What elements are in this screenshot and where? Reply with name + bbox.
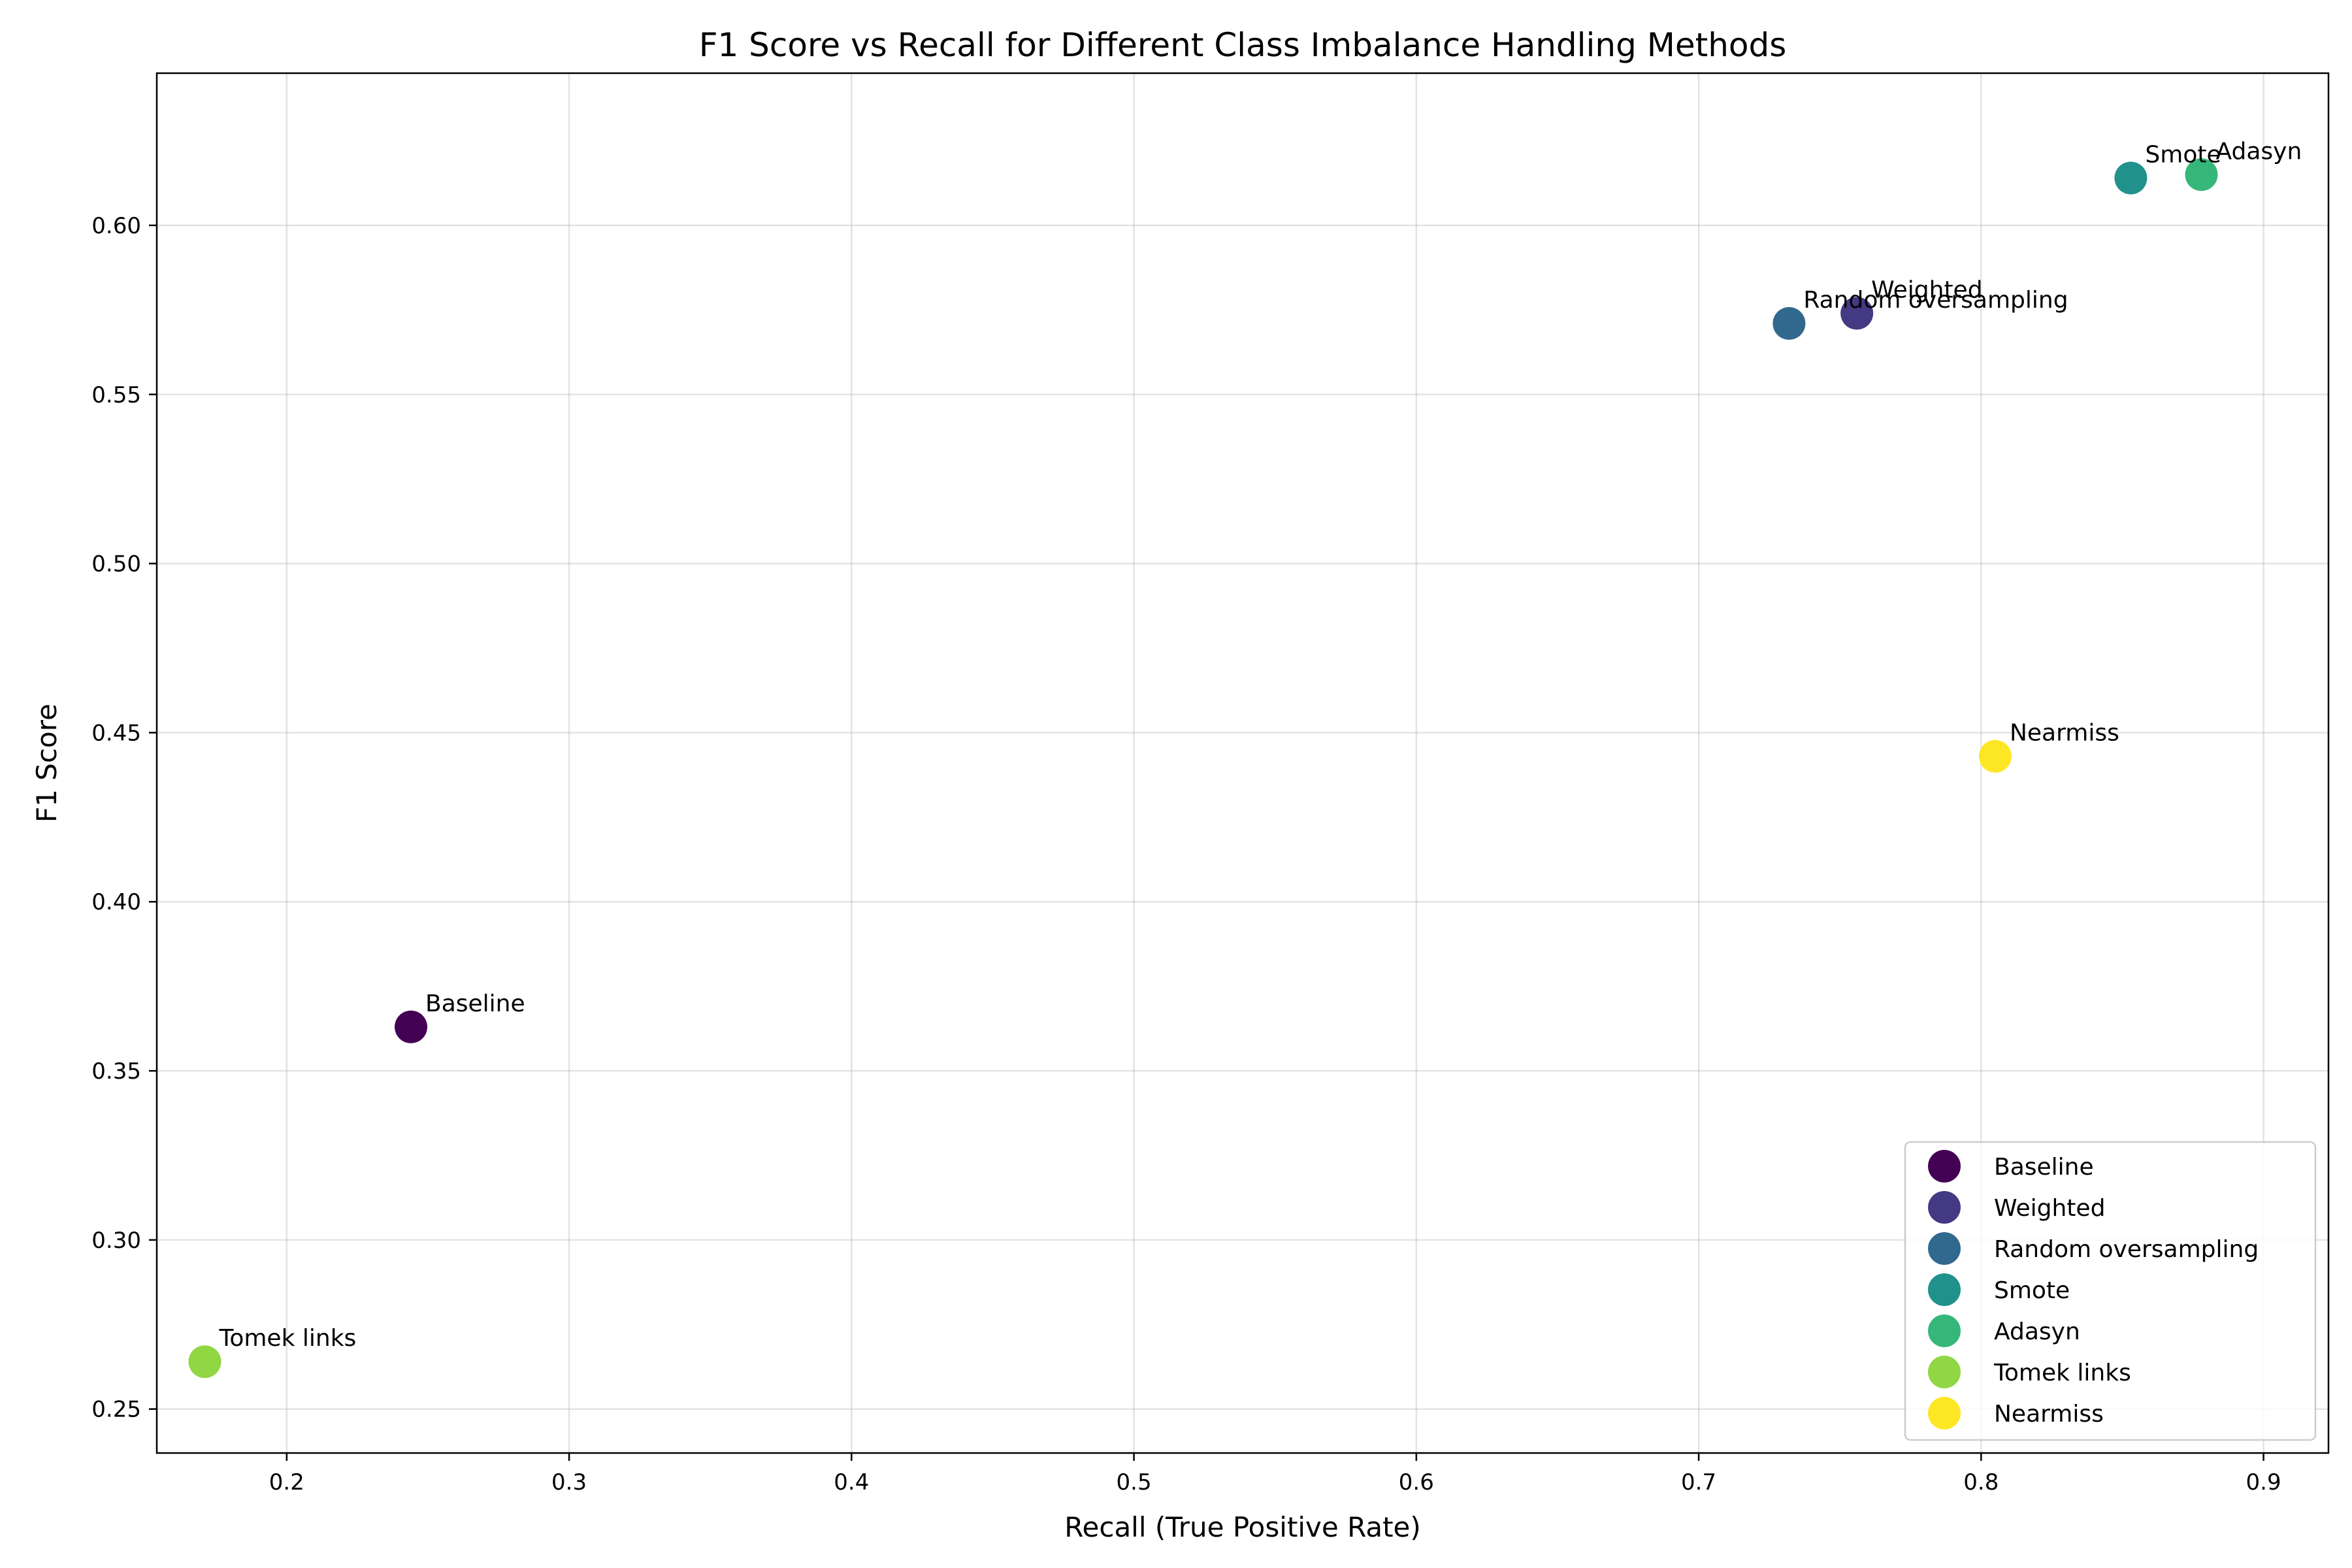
legend-marker: [1928, 1356, 1961, 1388]
y-tick-label: 0.30: [91, 1228, 141, 1254]
plot-area-frame: [155, 72, 2330, 1454]
legend-label: Smote: [1994, 1277, 2070, 1304]
data-point: [2185, 158, 2218, 191]
y-tick-label: 0.25: [91, 1397, 141, 1423]
y-tick-label: 0.50: [91, 551, 141, 578]
legend-label: Nearmiss: [1994, 1401, 2104, 1428]
legend: Baseline Weighted Random oversampling Smote…: [1904, 1141, 2317, 1441]
x-tick-label: 0.2: [269, 1469, 304, 1495]
y-tick-label: 0.40: [91, 889, 141, 915]
point-label: Weighted: [1871, 277, 1982, 304]
legend-marker: [1928, 1273, 1961, 1306]
data-point: [395, 1010, 428, 1043]
x-tick-label: 0.7: [1681, 1469, 1716, 1495]
point-label: Baseline: [425, 990, 525, 1017]
axis-ticks: 0.2 0.3 0.4 0.5 0.6 0.7 0.8 0.9 0.25 0.30 0.35 0.40…: [91, 213, 2281, 1495]
x-tick-label: 0.3: [551, 1469, 587, 1495]
legend-marker: [1928, 1315, 1961, 1347]
x-tick-label: 0.5: [1117, 1469, 1152, 1495]
x-tick-label: 0.4: [834, 1469, 869, 1495]
y-tick-label: 0.55: [91, 382, 141, 408]
chart-title: F1 Score vs Recall for Different Class I…: [699, 26, 1787, 64]
y-tick-label: 0.60: [91, 213, 141, 239]
point-label: Adasyn: [2215, 138, 2302, 165]
legend-frame: [1904, 1141, 2317, 1441]
point-label: Random oversampling: [1803, 287, 2068, 314]
data-point: [1772, 307, 1806, 340]
y-tick-label: 0.35: [91, 1058, 141, 1085]
legend-label: Random oversampling: [1994, 1236, 2259, 1263]
legend-label: Tomek links: [1993, 1360, 2131, 1386]
legend-label: Baseline: [1994, 1154, 2094, 1181]
data-points: [188, 158, 2218, 1379]
data-point: [1840, 297, 1874, 330]
data-point: [1978, 740, 2012, 773]
x-tick-label: 0.9: [2246, 1469, 2281, 1495]
legend-marker: [1928, 1150, 1961, 1183]
data-point: [2114, 161, 2148, 195]
legend-marker: [1928, 1191, 1961, 1224]
x-tick-label: 0.6: [1399, 1469, 1434, 1495]
point-label: Smote: [2145, 141, 2221, 168]
legend-marker: [1928, 1397, 1961, 1429]
point-label: Nearmiss: [2010, 720, 2119, 747]
legend-label: Weighted: [1994, 1195, 2105, 1222]
y-axis-label: F1 Score: [31, 704, 63, 823]
data-point: [188, 1345, 221, 1379]
y-tick-label: 0.45: [91, 720, 141, 746]
legend-marker: [1928, 1232, 1961, 1265]
x-axis-label: Recall (True Positive Rate): [1064, 1511, 1421, 1543]
x-tick-label: 0.8: [1963, 1469, 1999, 1495]
legend-label: Adasyn: [1994, 1318, 2080, 1345]
point-label: Tomek links: [218, 1325, 356, 1352]
